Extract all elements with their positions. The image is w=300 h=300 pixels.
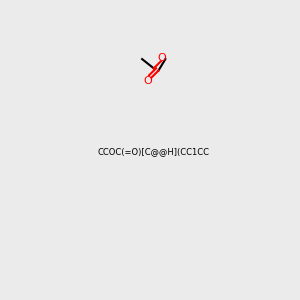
Text: O: O: [144, 76, 152, 86]
Text: O: O: [158, 53, 166, 63]
Text: CCOC(=O)[C@@H](CC1CC: CCOC(=O)[C@@H](CC1CC: [98, 147, 210, 156]
